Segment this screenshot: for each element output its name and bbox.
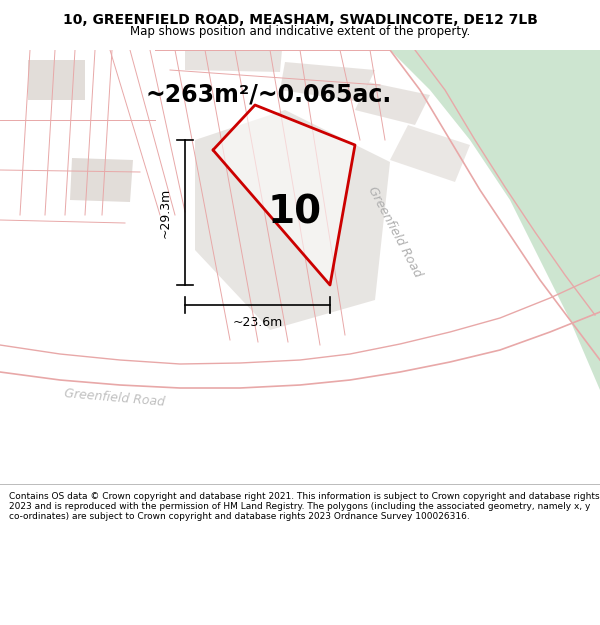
Text: Map shows position and indicative extent of the property.: Map shows position and indicative extent…	[130, 24, 470, 38]
Text: ~23.6m: ~23.6m	[232, 316, 283, 329]
Text: Greenfield Road: Greenfield Road	[64, 387, 166, 409]
Text: 10, GREENFIELD ROAD, MEASHAM, SWADLINCOTE, DE12 7LB: 10, GREENFIELD ROAD, MEASHAM, SWADLINCOT…	[62, 12, 538, 26]
Text: ~29.3m: ~29.3m	[158, 188, 172, 238]
Text: Greenfield Road: Greenfield Road	[365, 184, 424, 279]
Text: Contains OS data © Crown copyright and database right 2021. This information is : Contains OS data © Crown copyright and d…	[9, 492, 599, 521]
Text: 10: 10	[268, 193, 322, 231]
Text: ~263m²/~0.065ac.: ~263m²/~0.065ac.	[145, 83, 391, 107]
